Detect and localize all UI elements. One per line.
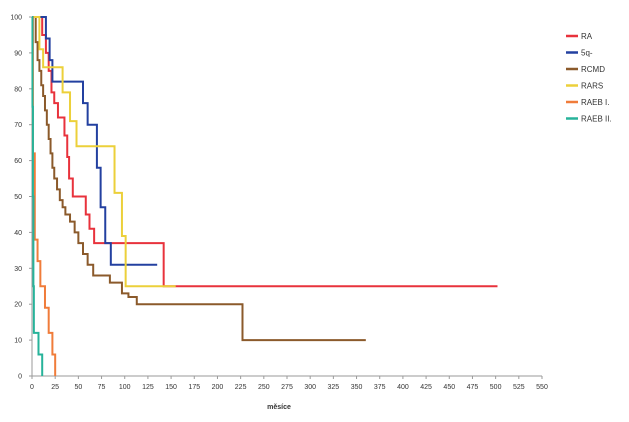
y-tick-label: 20 [14, 302, 22, 309]
x-tick-label: 150 [165, 384, 177, 391]
legend-label-raeb-ii: RAEB II. [581, 115, 612, 124]
x-tick-label: 275 [281, 384, 293, 391]
x-tick-label: 525 [513, 384, 525, 391]
legend-label-ra: RA [581, 32, 593, 41]
x-tick-label: 350 [351, 384, 363, 391]
series-line-5q [32, 16, 158, 266]
x-axis-title: měsíce [267, 404, 291, 411]
x-tick-label: 250 [258, 384, 270, 391]
x-tick-label: 425 [420, 384, 432, 391]
x-tick-label: 200 [212, 384, 224, 391]
y-tick-label: 10 [14, 338, 22, 345]
x-tick-label: 25 [51, 384, 59, 391]
legend-label-raeb-i: RAEB I. [581, 98, 609, 107]
x-tick-label: 125 [142, 384, 154, 391]
x-tick-label: 75 [98, 384, 106, 391]
series-line-rcmd [32, 16, 366, 342]
legend: RA 5q- RCMD RARS RAEB I. RAEB II. [566, 32, 612, 124]
series-line-ra [32, 16, 498, 288]
x-tick-label: 475 [467, 384, 479, 391]
y-tick-label: 80 [14, 86, 22, 93]
y-tick-label: 70 [14, 122, 22, 129]
axes: 0 25 50 75 100 125 150 175 200 225 250 275 300 325 350… [10, 15, 548, 412]
legend-label-rars: RARS [581, 82, 603, 91]
y-tick-label: 40 [14, 230, 22, 237]
x-tick-label: 550 [536, 384, 548, 391]
y-tick-label: 60 [14, 158, 22, 165]
x-tick-label: 375 [374, 384, 386, 391]
x-tick-label: 100 [119, 384, 131, 391]
x-tick-label: 500 [490, 384, 502, 391]
y-tick-label: 30 [14, 266, 22, 273]
x-tick-label: 175 [188, 384, 200, 391]
x-tick-label: 50 [74, 384, 82, 391]
x-tick-label: 0 [30, 384, 34, 391]
x-tick-label: 400 [397, 384, 409, 391]
legend-label-5q: 5q- [581, 49, 593, 58]
y-tick-label: 0 [18, 374, 22, 381]
x-tick-label: 300 [304, 384, 316, 391]
y-tick-label: 100 [10, 15, 22, 22]
legend-label-rcmd: RCMD [581, 65, 605, 74]
y-tick-label: 50 [14, 194, 22, 201]
x-tick-label: 450 [443, 384, 455, 391]
y-tick-label: 90 [14, 50, 22, 57]
series-lines [31, 16, 498, 376]
series-line-rars [32, 16, 176, 288]
x-tick-label: 225 [235, 384, 247, 391]
x-tick-label: 325 [328, 384, 340, 391]
series-line-raeb-ii [31, 16, 44, 376]
series-line-raeb-i [31, 16, 57, 376]
